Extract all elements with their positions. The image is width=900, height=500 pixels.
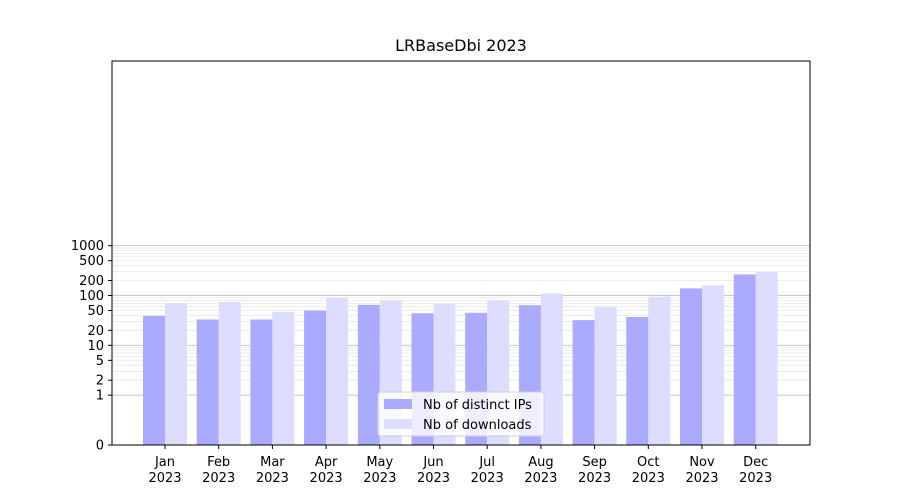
x-tick-label: Mar 2023	[256, 455, 289, 486]
bar-distinct-ips	[680, 288, 702, 445]
x-tick-label: Aug 2023	[524, 455, 557, 486]
bar-downloads	[272, 311, 295, 445]
bar-distinct-ips	[250, 319, 273, 445]
y-tick-label: 1000	[71, 239, 104, 254]
legend-box	[377, 391, 545, 437]
y-tick-label: 5	[96, 354, 104, 369]
x-tick-label: May 2023	[363, 455, 396, 486]
plot-frame	[111, 60, 811, 446]
bar-distinct-ips	[626, 317, 649, 445]
chart-title: LRBaseDbi 2023	[395, 36, 527, 55]
legend: Nb of distinct IPs Nb of downloads	[377, 391, 545, 437]
bar-downloads	[702, 285, 724, 445]
bar-downloads	[326, 297, 349, 445]
x-tick-label: Dec 2023	[739, 455, 772, 486]
x-tick-label: Jun 2023	[417, 455, 450, 486]
x-tick-label: Feb 2023	[202, 455, 235, 486]
bar-distinct-ips	[572, 320, 595, 445]
bar-downloads	[218, 301, 241, 445]
bar-distinct-ips	[143, 315, 165, 445]
y-tick-label: 200	[79, 274, 104, 289]
y-tick-label: 0	[96, 439, 104, 454]
legend-label: Nb of downloads	[423, 418, 532, 433]
y-tick-label: 500	[79, 254, 104, 269]
bar-distinct-ips	[733, 274, 756, 445]
bar-downloads	[648, 296, 671, 445]
bar-distinct-ips	[304, 310, 327, 445]
legend-label: Nb of distinct IPs	[423, 398, 532, 413]
y-tick-label: 50	[87, 304, 104, 319]
x-tick-label: Jul 2023	[471, 455, 504, 486]
x-tick-label: Jan 2023	[148, 455, 181, 486]
x-tick-label: Sep 2023	[578, 455, 611, 486]
legend-swatch	[384, 399, 412, 409]
y-tick-label: 10	[87, 339, 104, 354]
bar-distinct-ips	[357, 304, 380, 445]
legend-swatch	[384, 419, 412, 429]
y-tick-label: 20	[87, 324, 104, 339]
bar-downloads	[755, 271, 778, 445]
bar-downloads	[165, 303, 187, 445]
x-tick-label: Apr 2023	[310, 455, 343, 486]
y-tick-label: 100	[79, 289, 104, 304]
bar-downloads	[540, 293, 563, 445]
x-tick-label: Oct 2023	[632, 455, 665, 486]
y-tick-label: 2	[96, 374, 104, 389]
bar-downloads	[594, 307, 617, 445]
x-tick-label: Nov 2023	[685, 455, 718, 486]
y-tick-label: 1	[96, 389, 104, 404]
bar-distinct-ips	[196, 319, 219, 445]
